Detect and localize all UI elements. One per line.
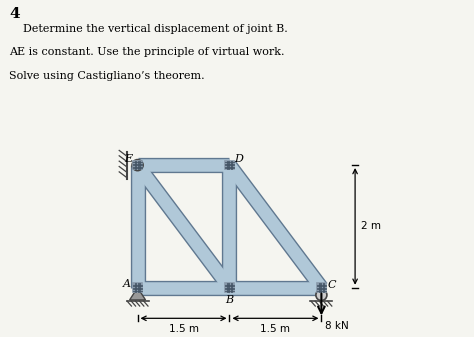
Bar — [317, 283, 326, 292]
Text: AE is constant. Use the principle of virtual work.: AE is constant. Use the principle of vir… — [9, 47, 285, 57]
Text: 1.5 m: 1.5 m — [260, 325, 291, 334]
Bar — [133, 283, 142, 292]
Bar — [225, 161, 234, 170]
Text: 4: 4 — [9, 7, 20, 21]
Text: 8 kN: 8 kN — [325, 321, 349, 331]
Text: D: D — [234, 154, 243, 164]
Text: Determine the vertical displacement of joint B.: Determine the vertical displacement of j… — [9, 24, 288, 34]
Polygon shape — [129, 288, 146, 300]
Bar — [225, 283, 234, 292]
Circle shape — [316, 289, 327, 301]
Text: A: A — [123, 279, 130, 289]
Text: C: C — [328, 280, 336, 290]
Text: Solve using Castigliano’s theorem.: Solve using Castigliano’s theorem. — [9, 71, 205, 81]
Text: 2 m: 2 m — [361, 221, 381, 232]
Text: B: B — [226, 295, 234, 305]
Circle shape — [132, 160, 143, 171]
Text: E: E — [124, 154, 132, 164]
Bar — [133, 161, 142, 170]
Text: 1.5 m: 1.5 m — [169, 325, 199, 334]
